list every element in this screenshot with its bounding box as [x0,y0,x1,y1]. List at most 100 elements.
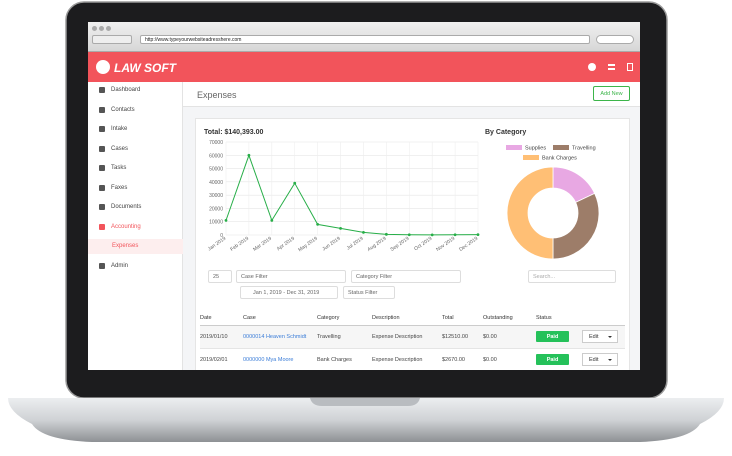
y-tick-label: 60000 [209,153,223,159]
table-cell: Expense Description [372,334,423,340]
menu-item[interactable]: Contacts [111,106,135,113]
column-header[interactable]: Case [243,315,256,321]
browser-search[interactable] [596,35,634,44]
y-tick-label: 0 [220,233,223,239]
app-header: LAW SOFT [88,52,640,82]
menu-icon[interactable] [608,64,615,70]
case-filter[interactable]: Case Filter [236,270,346,283]
y-tick-label: 50000 [209,167,223,173]
menu-item[interactable]: Accounting [111,223,141,230]
column-header[interactable]: Category [317,315,340,321]
row-rule [200,348,625,349]
menu-item[interactable]: Expenses [112,243,139,249]
x-tick-label: May 2019 [297,236,319,254]
window-button[interactable] [99,26,104,31]
notch [310,398,420,406]
x-tick-label: Oct 2019 [413,236,433,253]
table-cell: $2670.00 [442,357,465,363]
table-cell: $0.00 [483,334,497,340]
x-tick-label: Jun 2019 [321,236,341,253]
column-header[interactable]: Date [200,315,212,321]
data-point [270,218,274,222]
menu-item[interactable]: Faxes [111,184,128,191]
window-button[interactable] [106,26,111,31]
column-header[interactable]: Status [536,315,552,321]
data-point [316,222,320,226]
window-button[interactable] [92,26,97,31]
category-filter[interactable]: Category Filter [351,270,461,283]
line-chart-title: Total: $140,393.00 [204,129,264,136]
table-cell[interactable]: 0000000 Mya Moore [243,357,294,363]
menu-item[interactable]: Admin [111,262,129,269]
menu-icon [99,204,105,210]
page-size-select[interactable]: 25 [208,270,232,283]
data-point [224,218,228,222]
y-tick-label: 40000 [209,180,223,186]
browser-bar: http://www.typeyourwebsiteadresshere.com [88,22,640,52]
table-cell: $12510.00 [442,334,468,340]
status-filter[interactable]: Status Filter [343,286,395,299]
expenses-table: Date Case Category Description Total Outstand… [200,308,625,370]
column-header[interactable]: Description [372,315,400,321]
menu-item[interactable]: Tasks [111,165,127,171]
sidebar: Dashboard Contacts Intake Cases Tasks Faxes Do… [88,82,183,370]
y-tick-label: 10000 [209,220,223,226]
table-cell: Expense Description [372,357,423,363]
column-header[interactable]: Total [442,315,454,321]
legend-label: Supplies [525,146,546,152]
table-cell: Travelling [317,334,341,340]
menu-icon [99,262,105,269]
screen: http://www.typeyourwebsiteadresshere.com… [88,22,640,370]
line-series [225,153,479,236]
menu-item[interactable]: Cases [111,145,129,152]
logout-icon[interactable] [627,63,633,71]
x-tick-label: Jul 2019 [346,236,365,252]
date-range[interactable]: Jan 1, 2019 - Dec 31, 2019 [240,286,338,299]
column-header[interactable]: Outstanding [483,315,513,321]
menu-icon [99,145,105,152]
header-rule [200,325,625,326]
edit-button[interactable]: Edit [582,353,618,366]
menu-icon [99,87,105,93]
legend-swatch [553,145,569,150]
add-new-button[interactable]: Add New [593,86,630,101]
legend-label: Travelling [572,146,596,152]
x-tick-label: Dec 2019 [458,236,479,253]
url-field[interactable]: http://www.typeyourwebsiteadresshere.com [140,35,590,44]
logo-icon [96,60,110,74]
charts: Total: $140,393.00 By Category 0 10000 200… [204,129,600,260]
brand[interactable]: LAW SOFT [114,61,176,75]
donut-slice [506,166,554,260]
data-point [293,181,297,185]
data-point [247,153,251,157]
menu-icon [99,165,105,171]
y-tick-label: 20000 [209,206,223,212]
page-header: Expenses Add New [183,82,640,107]
page-title: Expenses [197,90,237,100]
table-cell: Bank Charges [317,357,352,363]
x-tick-label: Mar 2019 [252,236,273,253]
x-tick-label: Feb 2019 [229,236,250,253]
table-cell[interactable]: 0000014 Heaven Schmidt [243,334,307,340]
active-item-bg [88,239,183,254]
edit-button[interactable]: Edit [582,330,618,343]
menu-item[interactable]: Intake [111,126,128,132]
status-badge: Paid [536,354,569,365]
table-cell: 2019/01/10 [200,334,228,340]
nav-buttons[interactable] [92,35,132,44]
status-badge: Paid [536,331,569,342]
data-point [384,232,388,236]
menu-item[interactable]: Documents [111,204,142,210]
data-point [362,230,365,234]
donut-slice [552,192,600,260]
search-field[interactable]: Search... [528,270,616,283]
menu-item[interactable]: Dashboard [111,87,141,93]
menu-icon [99,126,105,132]
add-icon[interactable] [588,63,596,71]
y-tick-label: 70000 [209,140,223,146]
base [8,398,724,442]
legend-swatch [506,145,522,150]
data-point [407,233,411,237]
dropdown-caret [608,359,612,361]
